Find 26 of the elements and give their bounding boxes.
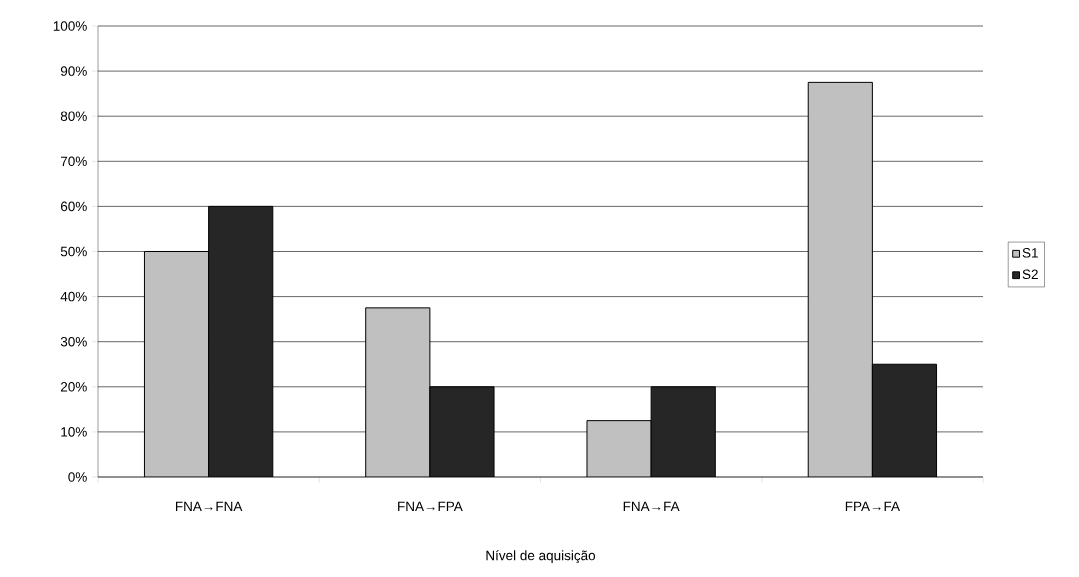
legend-label: S2 [1022, 269, 1038, 280]
x-tick-label: FNA→FPA [398, 501, 463, 511]
y-tick-label: 50% [60, 246, 87, 257]
x-axis-title: Nível de aquisição [486, 550, 596, 563]
bar [429, 386, 495, 477]
bar [586, 420, 652, 477]
bar [365, 307, 431, 477]
bar [208, 205, 274, 477]
legend-label: S1 [1022, 248, 1038, 258]
y-tick-label: 30% [60, 336, 87, 347]
y-tick-label: 70% [60, 156, 87, 167]
x-tick-label: FNA→FNA [175, 501, 243, 511]
x-tick-label: FPA→FA [845, 501, 900, 511]
y-tick-label: 60% [60, 201, 87, 212]
y-tick-label: 90% [60, 66, 87, 76]
bar [143, 251, 210, 477]
bar [650, 386, 716, 477]
y-tick-label: 0% [68, 472, 87, 482]
bar [807, 81, 873, 477]
y-tick-label: 100% [53, 21, 87, 31]
y-tick-label: 40% [60, 291, 87, 302]
y-tick-label: 80% [60, 111, 87, 121]
x-tick-label: FNA→FA [623, 501, 680, 511]
bar [871, 363, 938, 477]
y-tick-label: 20% [60, 382, 87, 392]
y-tick-label: 10% [61, 427, 87, 437]
